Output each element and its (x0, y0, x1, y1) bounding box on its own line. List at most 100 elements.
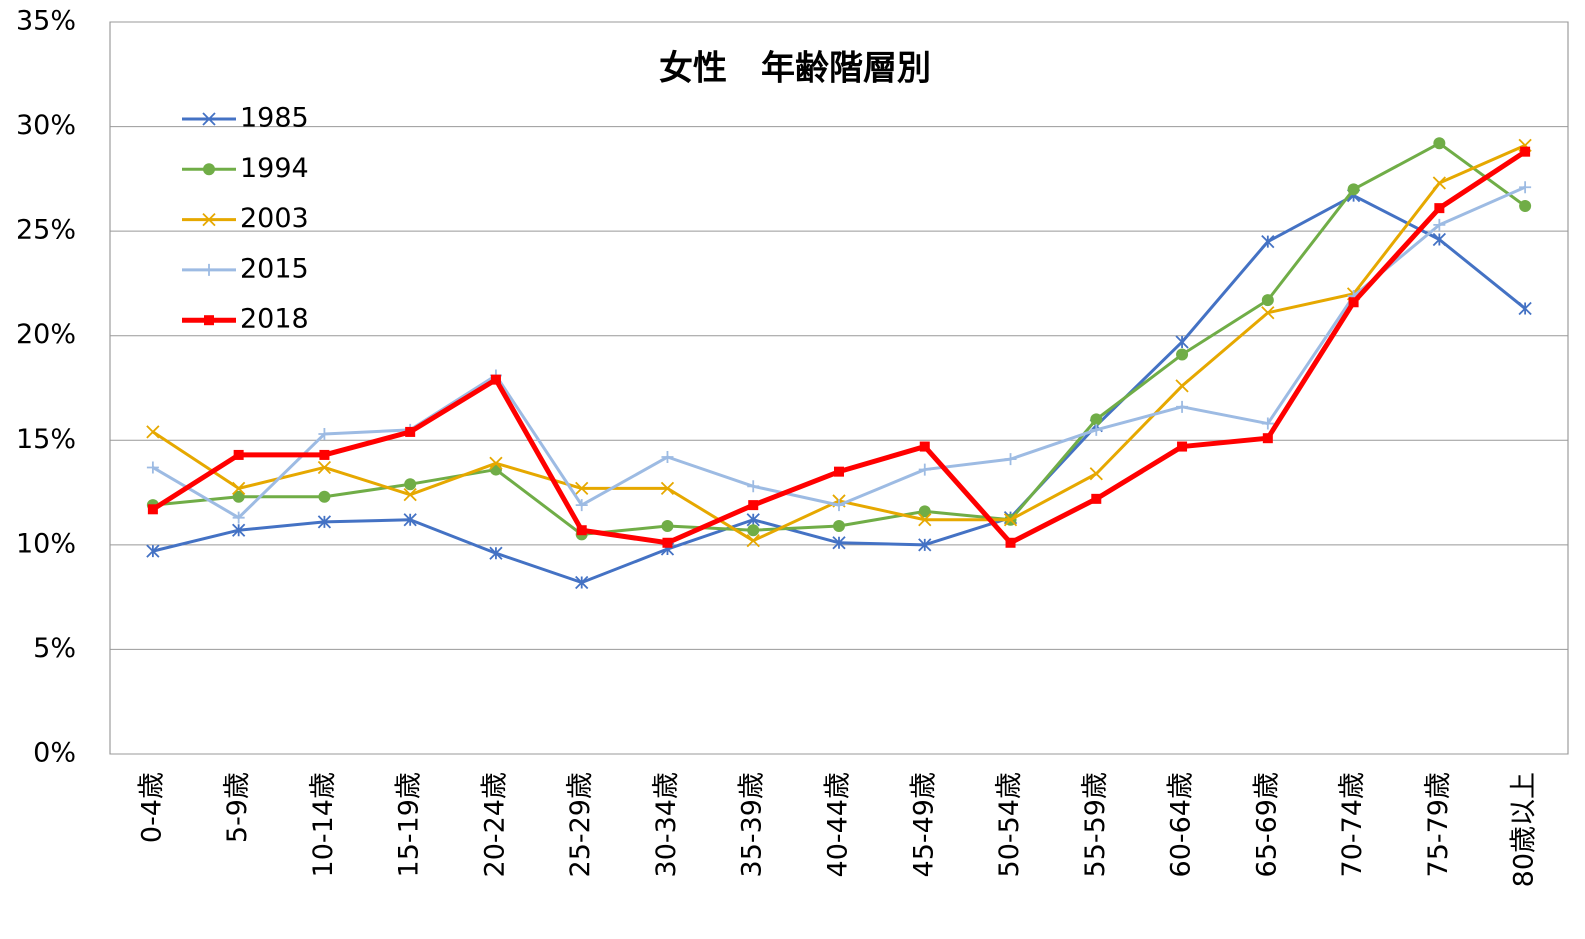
legend-marker (202, 112, 216, 126)
x-tick-label: 70-74歳 (1337, 772, 1368, 877)
data-point (1519, 181, 1532, 194)
data-point (1347, 183, 1360, 196)
data-point (1175, 379, 1189, 393)
plot-area (109, 21, 1569, 755)
y-tick-label: 0% (33, 738, 76, 769)
data-point (405, 426, 416, 437)
data-point (232, 523, 246, 537)
data-point (918, 505, 931, 518)
data-point (1261, 306, 1275, 320)
data-point (747, 480, 760, 493)
legend-label: 1994 (240, 153, 309, 184)
data-point (576, 525, 587, 536)
data-point (1089, 467, 1103, 481)
data-point (1434, 203, 1445, 214)
data-point (317, 515, 332, 529)
data-point (660, 481, 675, 496)
data-point (1432, 176, 1446, 190)
data-point (318, 490, 331, 503)
data-point (1176, 348, 1189, 361)
data-point (834, 466, 844, 477)
data-point (1261, 234, 1275, 249)
x-tick-label: 10-14歳 (308, 772, 339, 877)
data-point (746, 513, 760, 527)
data-point (918, 538, 932, 552)
data-point (1176, 400, 1189, 413)
x-tick-label: 20-24歳 (479, 772, 510, 877)
chart-title: 女性 年齢階層別 (659, 49, 931, 89)
x-tick-label: 65-69歳 (1251, 772, 1282, 877)
y-tick-label: 20% (16, 319, 76, 350)
data-point (1005, 537, 1016, 548)
data-point (748, 500, 759, 511)
x-tick-label: 55-59歳 (1080, 772, 1111, 877)
data-point (233, 449, 244, 460)
data-point (918, 463, 931, 476)
data-point (1090, 423, 1103, 436)
x-tick-label: 0-4歳 (136, 772, 167, 843)
legend-label: 2015 (240, 253, 309, 284)
data-point (1261, 417, 1274, 430)
x-tick-label: 40-44歳 (823, 772, 854, 877)
data-point (403, 513, 417, 527)
data-point (1090, 413, 1103, 426)
y-tick-label: 30% (16, 110, 76, 141)
x-tick-label: 80歳以上 (1509, 772, 1540, 887)
legend-marker (204, 315, 214, 326)
data-point (918, 513, 932, 527)
x-tick-label: 25-29歳 (565, 772, 596, 877)
data-point (232, 511, 245, 524)
data-point (833, 499, 845, 512)
x-tick-label: 50-54歳 (994, 772, 1025, 877)
data-point (1261, 294, 1274, 307)
data-point (1518, 301, 1532, 316)
x-tick-label: 30-34歳 (651, 772, 682, 877)
data-point (1175, 335, 1189, 349)
data-point (1433, 137, 1446, 150)
data-point (746, 534, 760, 548)
x-tick-label: 45-49歳 (908, 772, 939, 877)
data-point (489, 456, 503, 470)
data-point (232, 490, 245, 503)
x-tick-label: 75-79歳 (1423, 772, 1454, 877)
y-tick-label: 15% (16, 424, 76, 455)
data-point (747, 524, 760, 537)
data-point (661, 520, 674, 533)
data-point (317, 460, 332, 475)
legend-marker (203, 163, 215, 176)
data-point (1432, 232, 1446, 247)
data-point (404, 478, 417, 491)
data-point (575, 481, 589, 496)
data-point (1003, 513, 1018, 527)
x-tick-label: 35-39歳 (737, 772, 768, 877)
data-point (146, 425, 160, 439)
data-point (146, 461, 159, 474)
data-point (1004, 453, 1017, 466)
x-tick-label: 5-9歳 (222, 772, 253, 843)
data-point (1177, 441, 1188, 452)
data-point (919, 441, 930, 452)
y-tick-label: 5% (33, 633, 76, 664)
y-tick-label: 10% (16, 528, 76, 559)
x-tick-label: 15-19歳 (394, 772, 425, 877)
data-point (1262, 433, 1273, 444)
data-point (1520, 146, 1531, 157)
data-point (232, 481, 246, 496)
data-point (575, 499, 588, 512)
series-line (152, 144, 1526, 543)
data-point (1348, 297, 1359, 308)
y-tick-label: 35% (16, 6, 76, 37)
legend-marker (202, 212, 216, 227)
x-tick-label: 60-64歳 (1166, 772, 1197, 877)
data-point (318, 428, 331, 441)
data-point (661, 451, 674, 464)
data-point (575, 575, 589, 590)
data-point (490, 374, 501, 385)
data-point (146, 544, 160, 558)
data-point (662, 537, 673, 548)
data-point (1091, 493, 1102, 504)
legend-label: 2003 (240, 203, 309, 234)
data-point (319, 449, 330, 460)
data-point (1519, 200, 1532, 213)
